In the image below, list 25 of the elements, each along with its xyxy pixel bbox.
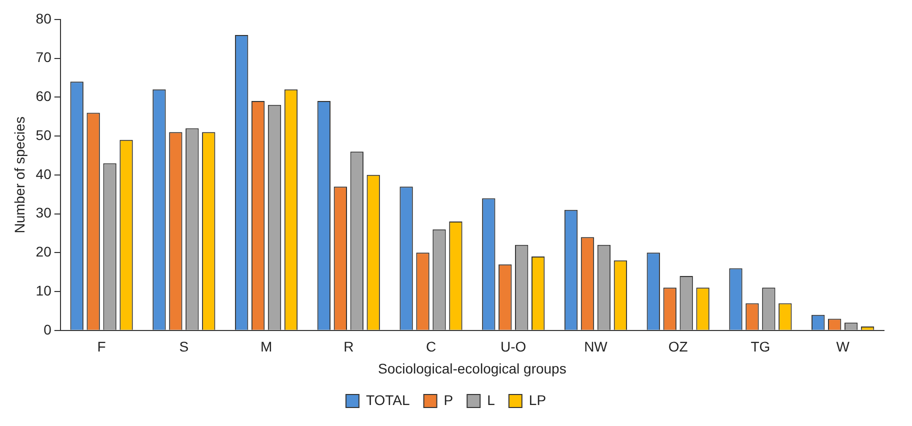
y-tick-label: 80 (36, 10, 52, 26)
y-tick-label: 70 (36, 49, 52, 66)
x-tick-label: U-O (500, 338, 526, 355)
x-tick-label: OZ (668, 338, 688, 355)
legend-label: P (444, 392, 454, 408)
y-tick-label: 60 (36, 88, 52, 104)
x-tick-label: F (97, 338, 106, 355)
legend-label: TOTAL (366, 392, 410, 408)
y-axis-title: Number of species (11, 116, 28, 234)
y-tick-label: 40 (36, 166, 52, 182)
x-axis-title: Sociological-ecological groups (378, 360, 566, 376)
y-tick-label: 30 (36, 204, 52, 221)
y-tick-label: 50 (36, 126, 52, 143)
x-tick-label: NW (584, 338, 608, 355)
legend-label: L (487, 392, 496, 408)
y-tick-label: 20 (36, 244, 52, 260)
legend-label: LP (528, 392, 546, 408)
x-tick-label: M (260, 338, 272, 355)
x-tick-label: R (344, 338, 354, 355)
y-tick-label: 10 (36, 282, 52, 298)
x-tick-label: C (426, 338, 436, 355)
y-tick-label: 0 (44, 321, 52, 338)
x-tick-label: S (179, 338, 189, 355)
x-tick-label: W (836, 338, 850, 355)
x-tick-label: TG (750, 338, 770, 355)
